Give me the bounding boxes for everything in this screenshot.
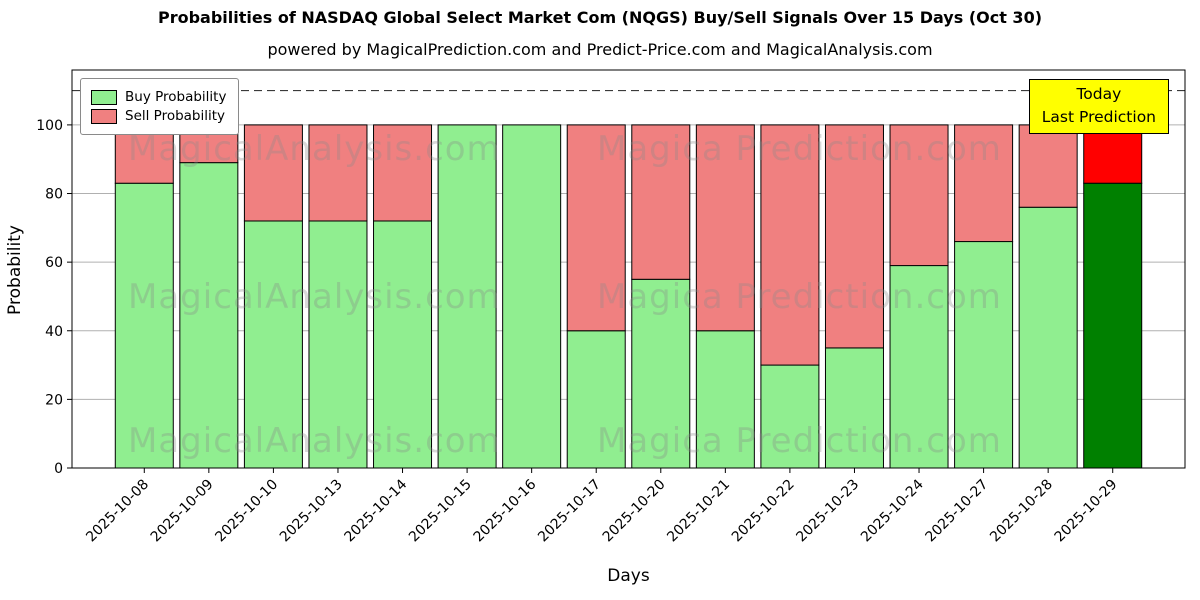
x-tick-label: 2025-10-14 [342, 476, 411, 545]
bar-sell-2025-10-10 [243, 124, 303, 222]
x-tick-label: 2025-10-23 [793, 477, 862, 546]
bar-buy-2025-10-13 [308, 220, 368, 469]
bar-sell-2025-10-23 [824, 124, 884, 349]
plot-border [71, 69, 1186, 469]
bar-sell-2025-10-24 [889, 124, 949, 267]
legend-label-sell: Sell Probability [125, 108, 226, 124]
watermark-text: MagicalAnalysis.com [128, 421, 501, 461]
bar-buy-2025-10-16 [502, 124, 562, 469]
bar-sell-2025-10-17 [566, 124, 626, 332]
y-tick-label: 80 [45, 187, 63, 203]
bar-sell-2025-10-20 [631, 124, 691, 280]
x-tick-label: 2025-10-29 [1052, 477, 1121, 546]
bar-buy-2025-10-17 [566, 330, 626, 469]
y-tick-label: 20 [45, 392, 63, 408]
bar-sell-2025-10-28 [1018, 124, 1078, 208]
x-tick-label: 2025-10-22 [729, 477, 798, 546]
y-tick-label: 100 [36, 118, 63, 134]
watermark-text: MagicalAnalysis.com [128, 277, 501, 317]
bar-buy-2025-10-10 [243, 220, 303, 469]
bar-sell-2025-10-27 [954, 124, 1014, 243]
legend-label-buy: Buy Probability [125, 89, 227, 105]
x-tick-label: 2025-10-16 [471, 476, 540, 545]
bar-sell-2025-10-13 [308, 124, 368, 222]
bar-buy-2025-10-20 [631, 278, 691, 469]
x-tick-label: 2025-10-24 [858, 476, 927, 545]
bar-buy-2025-10-14 [373, 220, 433, 469]
today-annotation: Today Last Prediction [1028, 79, 1169, 134]
y-axis-label: Probability [5, 225, 25, 315]
today-annotation-line1: Today [1076, 85, 1122, 103]
watermark-text: Magica Prediction.com [597, 421, 1002, 461]
x-tick-label: 2025-10-28 [987, 477, 1056, 546]
watermark-text: Magica Prediction.com [597, 129, 1002, 169]
today-annotation-line2: Last Prediction [1041, 108, 1156, 127]
bar-buy-2025-10-23 [824, 347, 884, 469]
bar-buy-2025-10-24 [889, 265, 949, 469]
legend-item-sell: Sell Probability [91, 108, 226, 124]
sell-probability-swatch [91, 108, 117, 124]
y-tick-label: 60 [45, 255, 63, 271]
bar-sell-2025-10-14 [373, 124, 433, 222]
y-tick-label: 0 [54, 461, 63, 477]
x-tick-label: 2025-10-15 [406, 477, 475, 546]
bar-buy-2025-10-29 [1083, 182, 1143, 469]
bar-buy-2025-10-28 [1018, 206, 1078, 469]
x-tick-label: 2025-10-21 [664, 477, 733, 546]
legend-item-buy: Buy Probability [91, 89, 226, 105]
x-tick-label: 2025-10-20 [600, 477, 669, 546]
x-tick-label: 2025-10-10 [212, 477, 281, 546]
x-tick-label: 2025-10-08 [83, 477, 152, 546]
bar-buy-2025-10-27 [954, 241, 1014, 469]
buy-probability-swatch [91, 89, 117, 105]
bar-buy-2025-10-09 [179, 162, 239, 469]
bar-sell-2025-10-22 [760, 124, 820, 366]
chart-title: Probabilities of NASDAQ Global Select Ma… [157, 8, 1043, 27]
x-tick-label: 2025-10-27 [923, 477, 992, 546]
bar-buy-2025-10-15 [437, 124, 497, 469]
x-tick-label: 2025-10-13 [277, 477, 346, 546]
x-axis-label: Days [607, 566, 650, 586]
bar-buy-2025-10-22 [760, 364, 820, 469]
bar-sell-2025-10-21 [695, 124, 755, 332]
chart-subtitle: powered by MagicalPrediction.com and Pre… [267, 40, 933, 59]
watermark-text: Magica Prediction.com [597, 277, 1002, 317]
x-tick-label: 2025-10-09 [148, 477, 217, 546]
legend: Buy Probability Sell Probability [80, 78, 240, 135]
y-tick-label: 40 [45, 324, 63, 340]
x-tick-label: 2025-10-17 [535, 477, 604, 546]
bar-sell-2025-10-29 [1083, 124, 1143, 184]
watermark-text: MagicalAnalysis.com [128, 129, 501, 169]
